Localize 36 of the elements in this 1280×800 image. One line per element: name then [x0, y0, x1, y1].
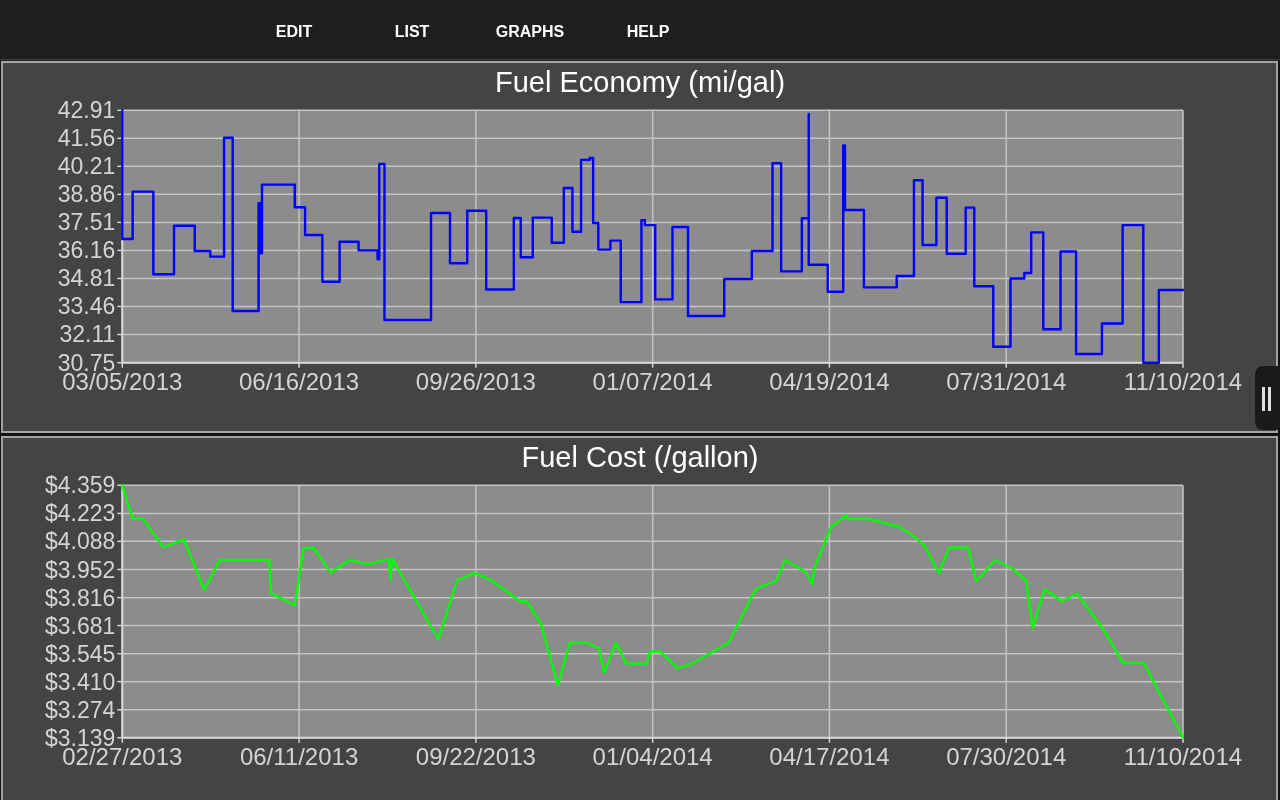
x-tick-label: 09/26/2013 — [415, 368, 536, 396]
x-tick-label: 01/07/2014 — [592, 368, 713, 396]
y-tick-label: 37.51 — [57, 209, 116, 236]
y-tick-label: 33.46 — [57, 293, 116, 320]
y-tick-label: $3.410 — [44, 668, 116, 695]
text: LIST — [394, 22, 430, 40]
y-tick-label: $4.088 — [44, 528, 116, 555]
y-tick-label: 38.86 — [57, 181, 116, 208]
text: HELP — [626, 22, 670, 40]
y-tick-label: $3.952 — [44, 556, 116, 583]
x-tick-label: 11/10/2014 — [1123, 743, 1243, 771]
x-tick-label: 06/11/2013 — [239, 743, 359, 771]
chart-title: Fuel Cost (/gallon) — [521, 441, 759, 473]
x-tick-label: 01/04/2014 — [592, 743, 713, 771]
y-tick-label: $3.274 — [44, 696, 116, 723]
y-tick-label: 32.11 — [59, 321, 116, 348]
y-tick-label: $4.359 — [44, 472, 116, 499]
x-tick-label: 07/31/2014 — [946, 368, 1067, 396]
x-tick-label: 04/17/2014 — [769, 743, 890, 771]
y-tick-label: $3.681 — [44, 612, 116, 639]
text: GRAPHS — [495, 22, 565, 40]
x-tick-label: 06/16/2013 — [239, 368, 360, 396]
y-tick-label: 34.81 — [57, 265, 116, 292]
y-tick-label: $3.545 — [44, 640, 116, 667]
x-tick-label: 09/22/2013 — [415, 743, 536, 771]
y-tick-label: 40.21 — [57, 153, 116, 180]
x-tick-label: 04/19/2014 — [769, 368, 890, 396]
y-tick-label: $4.223 — [44, 500, 116, 527]
y-tick-label: $3.816 — [44, 584, 116, 611]
chart-title: Fuel Economy (mi/gal) — [494, 66, 786, 98]
y-tick-label: 36.16 — [57, 237, 116, 264]
x-tick-label: 11/10/2014 — [1123, 368, 1243, 396]
y-tick-label: 41.56 — [57, 125, 116, 152]
text: EDIT — [275, 22, 313, 40]
x-tick-label: 07/30/2014 — [946, 743, 1067, 771]
y-tick-label: 42.91 — [57, 97, 116, 124]
